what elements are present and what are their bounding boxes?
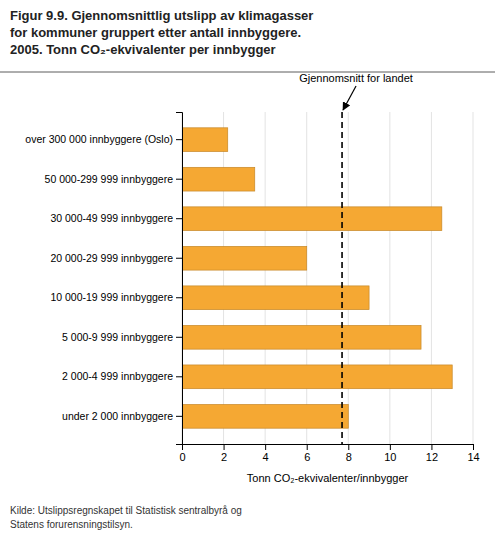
bar: [182, 365, 452, 389]
grid-line: [306, 112, 307, 444]
x-tick-mark: [431, 444, 432, 450]
y-tick-mark: [176, 258, 182, 259]
x-axis: 0 2 4 6 8 10 12 14: [179, 444, 479, 463]
grid-line: [473, 112, 474, 444]
y-tick: 2 000-4 999 innbyggere: [62, 370, 182, 382]
annotation-arrow: [343, 86, 356, 110]
grid-line: [431, 112, 432, 444]
grid-line: [265, 112, 266, 444]
x-axis-title: Tonn CO₂-ekvivalenter/innbygger: [247, 472, 409, 484]
x-tick-mark: [265, 444, 266, 450]
bar: [182, 325, 421, 349]
grid-line: [389, 112, 390, 444]
x-tick: 8: [346, 444, 352, 463]
bar: [182, 246, 307, 270]
x-tick: 0: [179, 444, 185, 463]
grid: [182, 112, 473, 444]
y-axis-line: [176, 113, 183, 445]
y-tick: 5 000-9 999 innbyggere: [62, 331, 182, 343]
x-tick-mark: [307, 444, 308, 450]
title-line: 2005. Tonn CO₂-ekvivalenter per innbygge…: [10, 42, 276, 57]
title-line: for kommuner gruppert etter antall innby…: [10, 25, 301, 40]
x-tick: 4: [263, 444, 269, 463]
title: Figur 9.9. Gjennomsnittlig utslipp av kl…: [10, 8, 313, 57]
bar: [182, 404, 348, 428]
x-tick-label: 6: [304, 451, 310, 463]
y-tick: under 2 000 innbyggere: [62, 410, 182, 422]
y-axis: over 300 000 innbyggere (Oslo) 50 000-299…: [25, 113, 182, 445]
x-tick: 2: [221, 444, 227, 463]
y-tick-label: under 2 000 innbyggere: [62, 410, 173, 422]
y-tick-mark: [176, 376, 182, 377]
x-axis-line: [183, 445, 474, 451]
chart-svg: Figur 9.9. Gjennomsnittlig utslipp av kl…: [0, 0, 495, 544]
y-tick-label: over 300 000 innbyggere (Oslo): [25, 133, 173, 145]
y-tick-mark: [176, 297, 182, 298]
y-tick-mark: [176, 139, 182, 140]
y-tick-mark: [176, 179, 182, 180]
annotation: Gjennomsnitt for landet: [299, 72, 413, 84]
y-tick-label: 50 000-299 999 innbyggere: [45, 173, 174, 185]
x-tick-label: 8: [346, 451, 352, 463]
title-line: Figur 9.9. Gjennomsnittlig utslipp av kl…: [10, 8, 313, 23]
y-tick-mark: [176, 416, 182, 417]
source-line: Statens forurensningstilsyn.: [10, 519, 133, 530]
y-tick: 50 000-299 999 innbyggere: [45, 173, 182, 185]
average-line: [341, 112, 343, 444]
bar: [182, 286, 369, 310]
grid-line: [223, 112, 224, 444]
x-tick-mark: [348, 444, 349, 450]
y-tick: 10 000-19 999 innbyggere: [50, 291, 182, 303]
y-tick: 20 000-29 999 innbyggere: [50, 252, 182, 264]
y-tick-label: 30 000-49 999 innbyggere: [50, 212, 173, 224]
y-tick-label: 5 000-9 999 innbyggere: [62, 331, 173, 343]
y-tick-label: 20 000-29 999 innbyggere: [50, 252, 173, 264]
x-tick-label: 2: [221, 451, 227, 463]
x-tick-label: 10: [384, 451, 396, 463]
x-tick-label: 0: [179, 451, 185, 463]
source: Kilde: Utslippsregnskapet til Statistisk…: [10, 505, 242, 530]
bar: [182, 207, 442, 231]
x-tick: 12: [426, 444, 438, 463]
x-tick: 14: [467, 444, 479, 463]
chart-container: Figur 9.9. Gjennomsnittlig utslipp av kl…: [0, 0, 495, 544]
y-tick: 30 000-49 999 innbyggere: [50, 212, 182, 224]
bar: [182, 128, 228, 152]
x-tick-mark: [473, 444, 474, 450]
bar: [182, 167, 255, 191]
x-tick-mark: [224, 444, 225, 450]
y-tick-label: 2 000-4 999 innbyggere: [62, 370, 173, 382]
x-tick-label: 14: [467, 451, 479, 463]
y-tick-mark: [176, 337, 182, 338]
x-tick-label: 12: [426, 451, 438, 463]
plot: Gjennomsnitt for landet 0 2 4 6 8 10 12 14 over 3…: [25, 72, 479, 463]
x-tick-mark: [390, 444, 391, 450]
x-tick: 10: [384, 444, 396, 463]
grid-line: [348, 112, 349, 444]
y-tick: over 300 000 innbyggere (Oslo): [25, 133, 182, 145]
source-line: Kilde: Utslippsregnskapet til Statistisk…: [10, 505, 242, 516]
title-rule: [0, 72, 495, 73]
x-tick: 6: [304, 444, 310, 463]
x-tick-label: 4: [263, 451, 269, 463]
y-tick-label: 10 000-19 999 innbyggere: [50, 291, 173, 303]
marks: [182, 112, 452, 444]
y-tick-mark: [176, 218, 182, 219]
